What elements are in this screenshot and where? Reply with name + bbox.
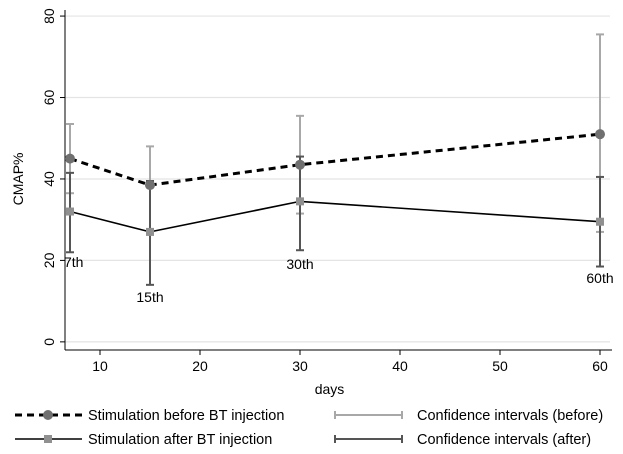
legend-label-2: Stimulation after BT injection: [88, 432, 272, 448]
point-label-7th: 7th: [64, 254, 83, 270]
marker-s0-p1: [145, 180, 155, 191]
marker-s0-p2: [295, 159, 305, 170]
legend-marker-2: [44, 435, 52, 443]
label-layer: 7th 15th 30th 60th: [64, 254, 614, 305]
ci-layer: [66, 33, 604, 286]
marker-s1-p1: [146, 227, 154, 236]
x-tick-label-30: 30: [292, 358, 308, 374]
legend: Stimulation before BT injection Confidenc…: [15, 408, 603, 448]
y-tick-label-60: 60: [41, 90, 57, 106]
legend-label-1: Confidence intervals (before): [417, 408, 603, 424]
series-line-1: [69, 200, 601, 233]
marker-s1-p0: [66, 207, 74, 216]
marker-s1-p2: [296, 197, 304, 206]
marker-s1-p3: [596, 217, 604, 226]
legend-item-2: Stimulation after BT injection: [15, 432, 272, 448]
series-layer: [69, 132, 601, 233]
axes-layer: 0 20 40 60 80 10 20 30 40 50 60 days CMAP%: [10, 8, 612, 397]
legend-item-1: Confidence intervals (before): [334, 408, 603, 424]
x-tick-label-20: 20: [192, 358, 208, 374]
y-axis-title: CMAP%: [10, 153, 26, 206]
point-label-15th: 15th: [136, 289, 163, 305]
y-tick-label-0: 0: [41, 338, 57, 346]
grid-layer: [65, 15, 610, 343]
y-tick-label-80: 80: [41, 8, 57, 24]
legend-item-0: Stimulation before BT injection: [15, 408, 284, 424]
point-label-60th: 60th: [586, 270, 613, 286]
x-axis-title: days: [315, 381, 345, 397]
marker-s0-p3: [595, 129, 605, 140]
legend-label-0: Stimulation before BT injection: [88, 408, 284, 424]
x-tick-label-60: 60: [592, 358, 608, 374]
y-tick-label-40: 40: [41, 171, 57, 187]
x-tick-label-10: 10: [92, 358, 108, 374]
marker-layer: [65, 129, 605, 236]
point-label-30th: 30th: [286, 256, 313, 272]
x-tick-label-40: 40: [392, 358, 408, 374]
series-line-0: [69, 132, 601, 187]
legend-item-3: Confidence intervals (after): [334, 432, 591, 448]
legend-marker-0: [43, 410, 53, 420]
x-tick-label-50: 50: [492, 358, 508, 374]
marker-s0-p0: [65, 153, 75, 164]
legend-label-3: Confidence intervals (after): [417, 432, 591, 448]
y-tick-label-20: 20: [41, 252, 57, 268]
